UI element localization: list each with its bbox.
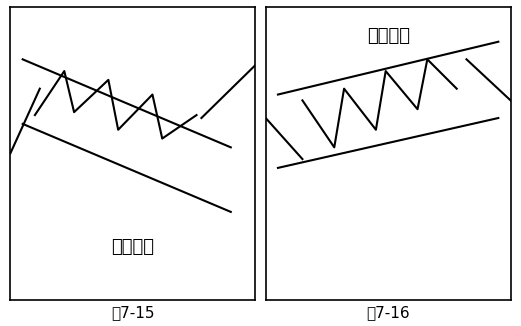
Text: 下降旗形: 下降旗形 bbox=[367, 27, 410, 45]
Text: 图7-16: 图7-16 bbox=[366, 305, 410, 320]
Text: 上升旗形: 上升旗形 bbox=[111, 238, 154, 256]
Text: 图7-15: 图7-15 bbox=[111, 305, 155, 320]
